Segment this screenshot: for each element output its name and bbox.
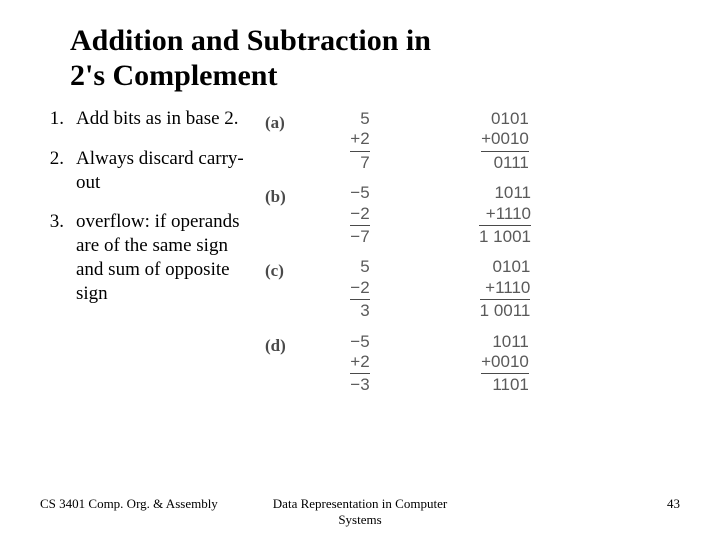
math-block: 5+2 7 <box>350 109 369 173</box>
math-block: 0101+1110 1 0011 <box>480 257 531 321</box>
operand: −2 <box>350 204 369 224</box>
result: 7 <box>350 153 369 173</box>
slide-title: Addition and Subtraction in 2's Compleme… <box>70 24 680 93</box>
result: 3 <box>350 301 369 321</box>
examples-area: (a)5+270101+00100111(b)−5−2−71011+11101 … <box>265 107 680 406</box>
list-item: 2. Always discard carry-out <box>40 147 245 195</box>
rule-line <box>480 299 531 300</box>
rule-line <box>350 299 369 300</box>
title-line-1: Addition and Subtraction in <box>70 24 431 57</box>
example-row: (b) −5−2 −7 1011+1110 1 1001 <box>265 183 680 247</box>
footer-center: Data Representation in Computer Systems <box>251 496 469 528</box>
bullet-number: 1. <box>40 107 76 131</box>
operand: 5 <box>350 109 369 129</box>
result: 1101 <box>481 375 529 395</box>
example-decimal: −5+2 −3 <box>295 332 425 396</box>
bullet-list: 1. Add bits as in base 2. 2. Always disc… <box>40 107 245 406</box>
math-block: 0101+0010 0111 <box>481 109 529 173</box>
list-item: 1. Add bits as in base 2. <box>40 107 245 131</box>
example-label: (d) <box>265 332 295 356</box>
operand: +1110 <box>479 204 531 224</box>
title-line-2: 2's Complement <box>70 59 277 92</box>
example-row: (c) 5−2 3 0101+1110 1 0011 <box>265 257 680 321</box>
math-block: 5−2 3 <box>350 257 369 321</box>
content-area: 1. Add bits as in base 2. 2. Always disc… <box>40 107 680 406</box>
operand: −5 <box>350 332 369 352</box>
operand: 1011 <box>479 183 531 203</box>
operand: 0101 <box>481 109 529 129</box>
example-binary: 0101+0010 0111 <box>425 109 585 173</box>
math-block: −5+2 −3 <box>350 332 369 396</box>
rule-line <box>481 151 529 152</box>
result: −3 <box>350 375 369 395</box>
rule-line <box>481 373 529 374</box>
list-item: 3. overflow: if operands are of the same… <box>40 210 245 305</box>
operand: +0010 <box>481 129 529 149</box>
operand: +0010 <box>481 352 529 372</box>
math-block: −5−2 −7 <box>350 183 369 247</box>
bullet-number: 2. <box>40 147 76 195</box>
example-binary: 1011+1110 1 1001 <box>425 183 585 247</box>
result: 0111 <box>481 153 529 173</box>
rule-line <box>350 373 369 374</box>
operand: +2 <box>350 129 369 149</box>
rule-line <box>479 225 531 226</box>
example-binary: 1011+0010 1101 <box>425 332 585 396</box>
footer: CS 3401 Comp. Org. & Assembly Data Repre… <box>0 496 720 528</box>
bullet-text: overflow: if operands are of the same si… <box>76 210 245 305</box>
bullet-number: 3. <box>40 210 76 305</box>
operand: 0101 <box>480 257 531 277</box>
result: 1 1001 <box>479 227 531 247</box>
example-label: (a) <box>265 109 295 133</box>
result: 1 0011 <box>480 301 531 321</box>
rule-line <box>350 151 369 152</box>
operand: 1011 <box>481 332 529 352</box>
operand: +1110 <box>480 278 531 298</box>
operand: 5 <box>350 257 369 277</box>
bullet-text: Always discard carry-out <box>76 147 245 195</box>
operand: −2 <box>350 278 369 298</box>
math-block: 1011+0010 1101 <box>481 332 529 396</box>
footer-right: 43 <box>469 496 680 528</box>
example-row: (a) 5+2 7 0101+0010 0111 <box>265 109 680 173</box>
example-decimal: 5+2 7 <box>295 109 425 173</box>
footer-left: CS 3401 Comp. Org. & Assembly <box>40 496 251 528</box>
example-label: (c) <box>265 257 295 281</box>
example-decimal: −5−2 −7 <box>295 183 425 247</box>
example-label: (b) <box>265 183 295 207</box>
example-row: (d) −5+2 −3 1011+0010 1101 <box>265 332 680 396</box>
slide: Addition and Subtraction in 2's Compleme… <box>0 0 720 540</box>
math-block: 1011+1110 1 1001 <box>479 183 531 247</box>
example-binary: 0101+1110 1 0011 <box>425 257 585 321</box>
bullet-text: Add bits as in base 2. <box>76 107 245 131</box>
example-decimal: 5−2 3 <box>295 257 425 321</box>
operand: +2 <box>350 352 369 372</box>
result: −7 <box>350 227 369 247</box>
rule-line <box>350 225 369 226</box>
operand: −5 <box>350 183 369 203</box>
